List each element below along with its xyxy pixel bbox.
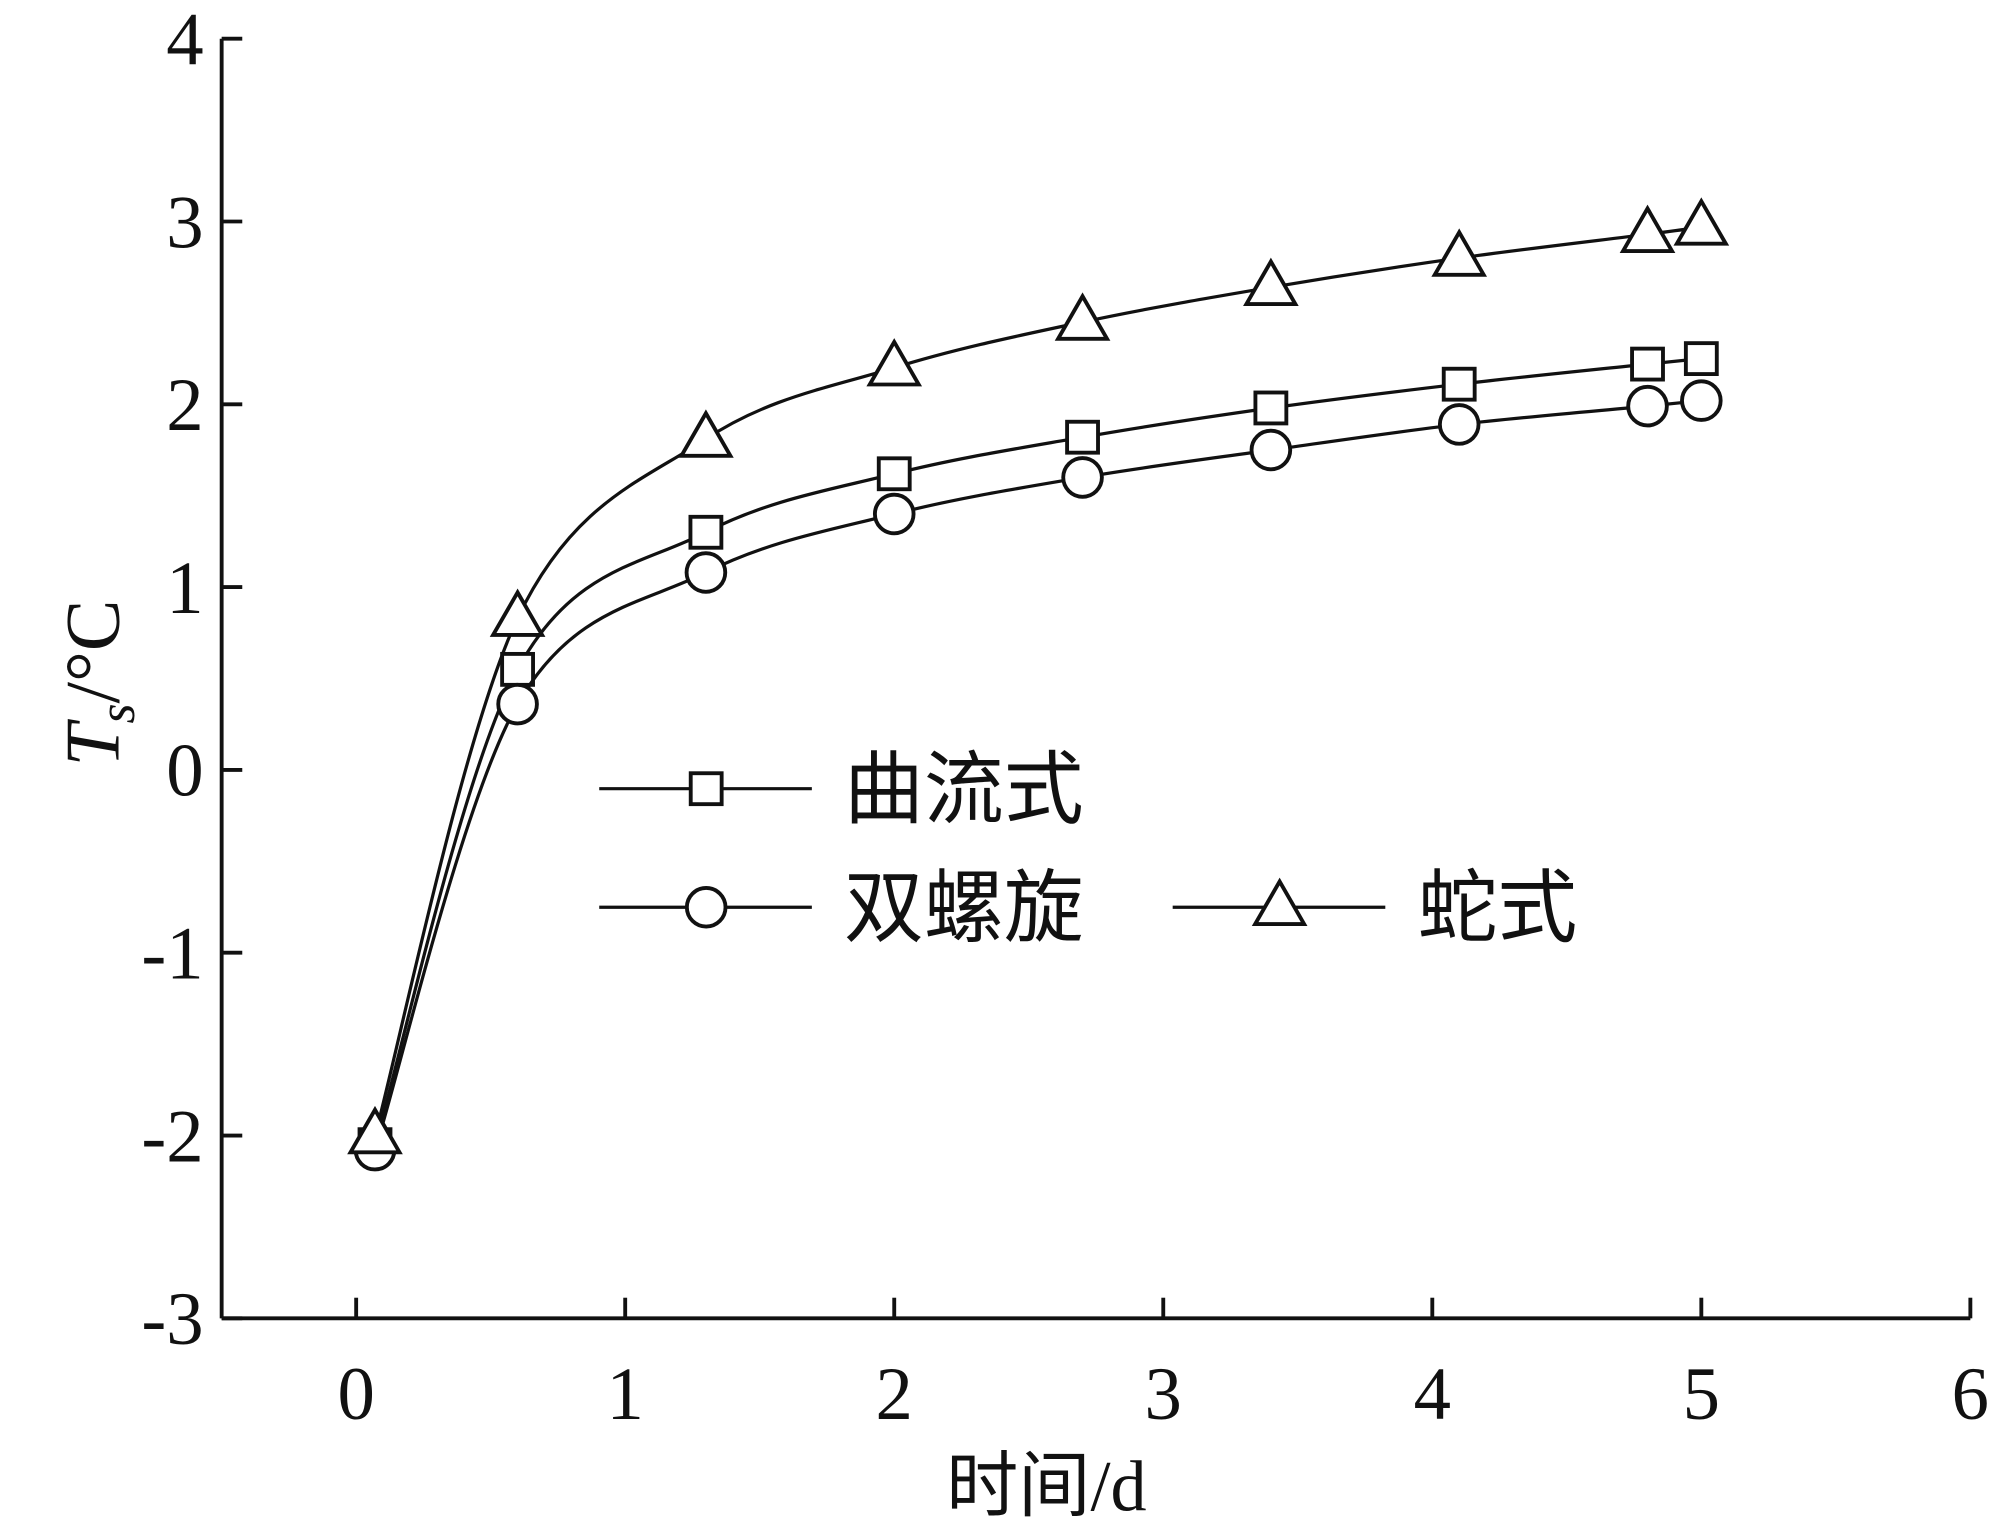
- circle-marker: [684, 551, 728, 594]
- y-tick-label: 2: [166, 364, 203, 447]
- triangle-marker: [678, 409, 734, 458]
- triangle-marker: [1251, 877, 1308, 926]
- circle-marker: [872, 492, 916, 536]
- square-marker: [1683, 341, 1719, 377]
- legend-label: 蛇式: [1418, 866, 1578, 954]
- x-tick-label: 1: [607, 1353, 644, 1436]
- circle-marker: [1626, 384, 1669, 428]
- legend-item: 双螺旋: [599, 866, 1084, 954]
- legend-label: 曲流式: [844, 747, 1084, 835]
- triangle-marker: [1673, 197, 1730, 246]
- series-square: [357, 341, 1719, 1163]
- square-marker: [500, 651, 535, 687]
- circle-marker: [1437, 403, 1481, 446]
- y-tick-label: -3: [141, 1278, 203, 1361]
- triangle-marker: [489, 588, 546, 637]
- x-tick-label: 4: [1414, 1353, 1451, 1436]
- y-tick-label: 4: [166, 0, 203, 81]
- square-marker: [1253, 390, 1289, 426]
- x-tick-label: 6: [1952, 1353, 1989, 1436]
- square-marker: [688, 514, 724, 550]
- legend-label: 双螺旋: [844, 866, 1084, 954]
- y-axis-label-unit: /°C: [50, 600, 136, 704]
- square-marker: [876, 456, 912, 492]
- axes: -3 -2 -1 0 1 2 3 4 0 1 2 3 4 5 6: [141, 0, 1989, 1436]
- triangle-marker: [1431, 228, 1488, 277]
- y-tick-label: 0: [166, 730, 203, 813]
- y-tick-label: 1: [166, 547, 203, 630]
- y-axis-label: Ts/°C: [50, 600, 146, 767]
- x-tick-label: 5: [1683, 1353, 1720, 1436]
- circle-marker: [1680, 379, 1723, 422]
- x-axis-label: 时间/d: [946, 1446, 1146, 1526]
- x-tick-label: 3: [1145, 1353, 1182, 1436]
- y-tick-label: -1: [141, 912, 203, 995]
- square-marker: [1630, 346, 1665, 382]
- square-marker: [1065, 419, 1100, 455]
- y-tick-label: -2: [141, 1095, 203, 1178]
- series-line: [373, 225, 1702, 1136]
- circle-marker: [496, 682, 539, 726]
- x-tick-label: 2: [876, 1353, 913, 1436]
- legend-item: 蛇式: [1172, 866, 1578, 954]
- circle-marker: [684, 885, 728, 929]
- y-axis-label-main: T: [50, 719, 136, 767]
- circle-marker: [1061, 456, 1104, 499]
- y-axis-label-sub: s: [89, 703, 146, 723]
- x-tick-label: 0: [337, 1353, 374, 1436]
- square-marker: [688, 771, 724, 807]
- triangle-marker: [1243, 257, 1299, 306]
- triangle-marker: [1054, 292, 1111, 341]
- triangle-marker: [866, 338, 923, 387]
- y-tick-label: 3: [166, 181, 203, 264]
- series-group: [347, 197, 1730, 1172]
- series-triangle: [347, 197, 1730, 1155]
- legend-item: 曲流式: [599, 747, 1084, 835]
- circle-marker: [1249, 428, 1293, 472]
- triangle-marker: [347, 1105, 403, 1155]
- square-marker: [1441, 366, 1477, 402]
- triangle-marker: [1619, 204, 1676, 253]
